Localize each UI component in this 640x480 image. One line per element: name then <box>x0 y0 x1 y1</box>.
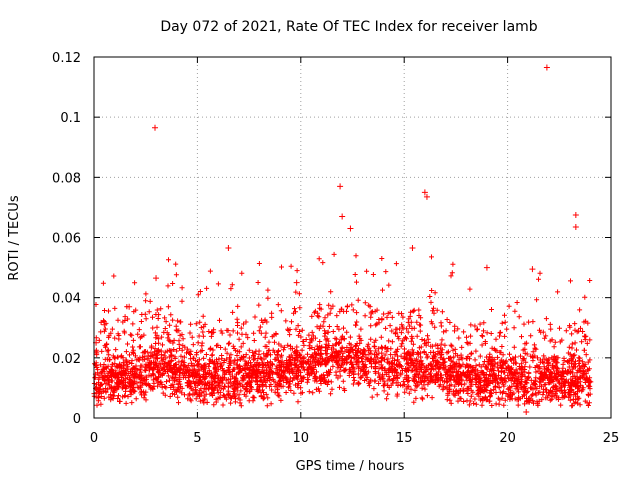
scatter-cloud <box>91 251 593 409</box>
data-points <box>91 64 594 415</box>
data-point <box>409 245 416 252</box>
chart-title: Day 072 of 2021, Rate Of TEC Index for r… <box>160 19 537 35</box>
x-tick-label: 10 <box>293 431 310 446</box>
data-point <box>293 279 300 286</box>
x-axis-label: GPS time / hours <box>296 459 405 474</box>
data-point <box>101 321 108 328</box>
axis-ticks: 0 5 10 15 20 25 0 0.02 0.04 0.06 0.08 0.1 0.12 <box>52 51 619 446</box>
data-point <box>587 378 594 385</box>
data-point <box>483 264 490 271</box>
data-point <box>572 223 579 230</box>
y-tick-label: 0.02 <box>52 352 81 367</box>
data-point <box>529 266 536 273</box>
data-point <box>421 189 428 196</box>
y-tick-label: 0.12 <box>52 51 81 66</box>
data-point <box>339 213 346 220</box>
data-point <box>572 211 579 218</box>
y-axis-label: ROTI / TECUs <box>7 195 22 280</box>
y-tick-label: 0.1 <box>60 111 81 126</box>
data-point <box>126 303 133 310</box>
data-point <box>523 408 530 415</box>
data-point <box>423 193 430 200</box>
y-tick-label: 0.04 <box>52 292 81 307</box>
data-point <box>337 183 344 190</box>
y-tick-label: 0 <box>73 412 81 427</box>
x-tick-label: 15 <box>396 431 413 446</box>
x-tick-label: 20 <box>499 431 516 446</box>
x-tick-label: 0 <box>90 431 98 446</box>
y-tick-label: 0.08 <box>52 171 81 186</box>
data-point <box>153 275 160 282</box>
data-point <box>225 245 232 252</box>
x-tick-label: 5 <box>193 431 201 446</box>
x-tick-label: 25 <box>603 431 620 446</box>
y-tick-label: 0.06 <box>52 232 81 247</box>
data-point <box>152 124 159 131</box>
data-point <box>543 64 550 71</box>
data-point <box>347 225 354 232</box>
